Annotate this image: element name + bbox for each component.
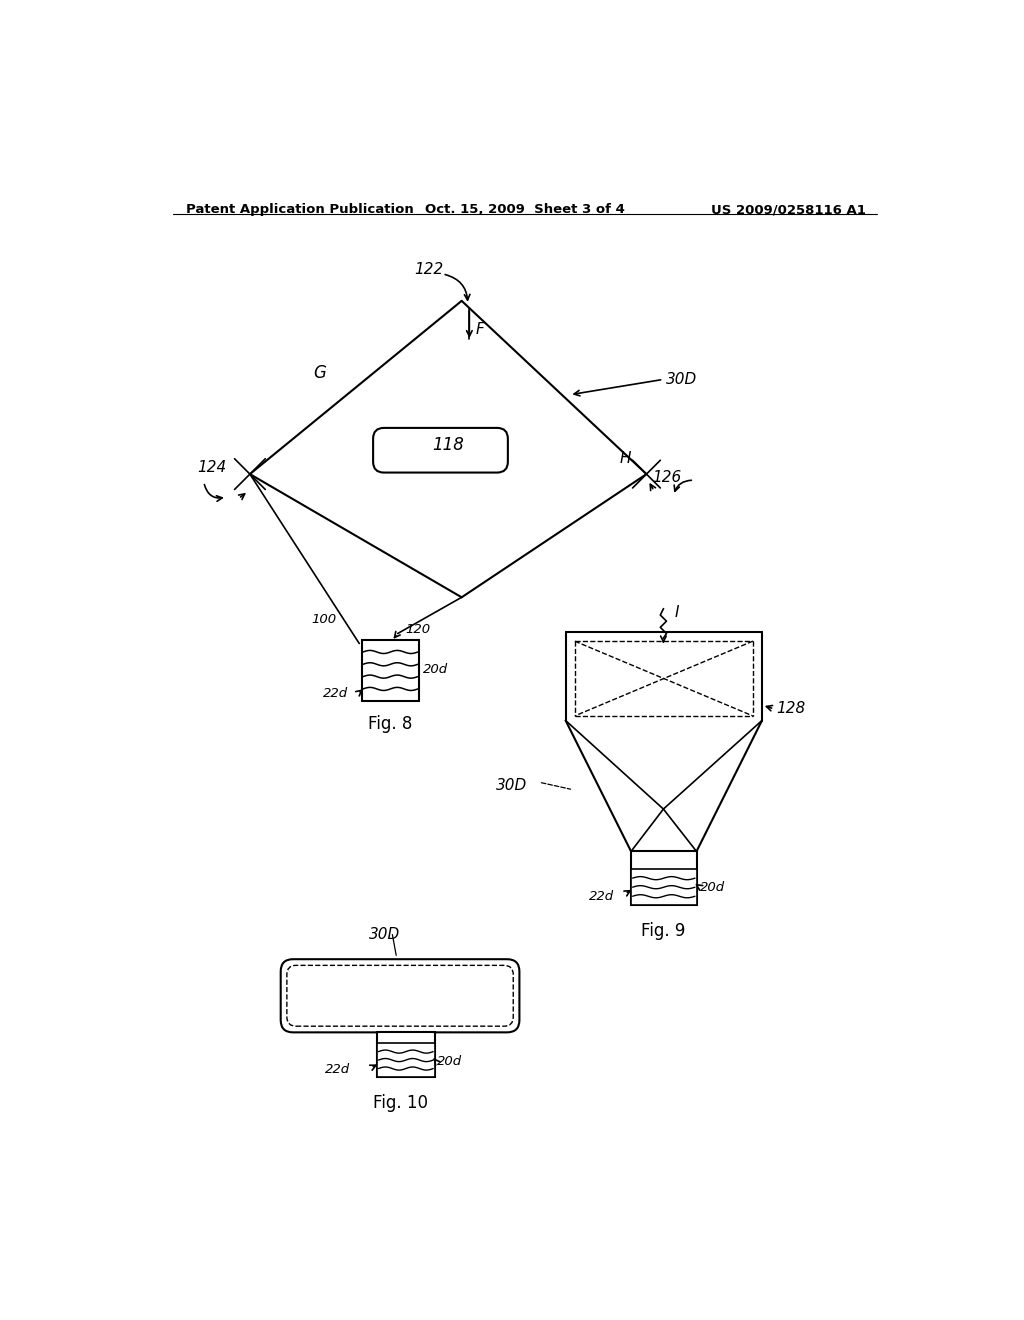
Text: 20d: 20d [423, 663, 449, 676]
Text: 124: 124 [198, 461, 226, 475]
Text: 20d: 20d [437, 1056, 462, 1068]
Text: 126: 126 [652, 470, 682, 486]
Text: 100: 100 [311, 612, 337, 626]
Bar [377, 1043, 435, 1077]
Text: Fig. 8: Fig. 8 [368, 715, 413, 733]
Bar [631, 851, 696, 906]
Text: 128: 128 [776, 701, 805, 717]
Bar [361, 640, 419, 701]
FancyBboxPatch shape [287, 965, 513, 1026]
Text: 120: 120 [406, 623, 430, 636]
Text: 22d: 22d [323, 688, 348, 701]
Text: 22d: 22d [325, 1063, 350, 1076]
Text: G: G [313, 364, 326, 381]
FancyBboxPatch shape [281, 960, 519, 1032]
Text: US 2009/0258116 A1: US 2009/0258116 A1 [711, 203, 866, 216]
FancyBboxPatch shape [373, 428, 508, 473]
Text: 20d: 20d [700, 880, 725, 894]
Text: 122: 122 [414, 263, 443, 277]
Text: I: I [675, 605, 680, 620]
Text: Fig. 10: Fig. 10 [373, 1094, 428, 1111]
Bar [631, 869, 696, 906]
Text: 30D: 30D [497, 779, 527, 793]
Text: F: F [475, 322, 484, 338]
Text: 118: 118 [432, 436, 464, 454]
Text: Oct. 15, 2009  Sheet 3 of 4: Oct. 15, 2009 Sheet 3 of 4 [425, 203, 625, 216]
Bar [377, 1032, 435, 1077]
Text: 30D: 30D [666, 372, 697, 387]
Text: 30D: 30D [370, 927, 400, 942]
Text: H: H [620, 451, 631, 466]
Text: 22d: 22d [589, 890, 613, 903]
Text: Fig. 9: Fig. 9 [641, 923, 686, 940]
Text: Patent Application Publication: Patent Application Publication [186, 203, 414, 216]
